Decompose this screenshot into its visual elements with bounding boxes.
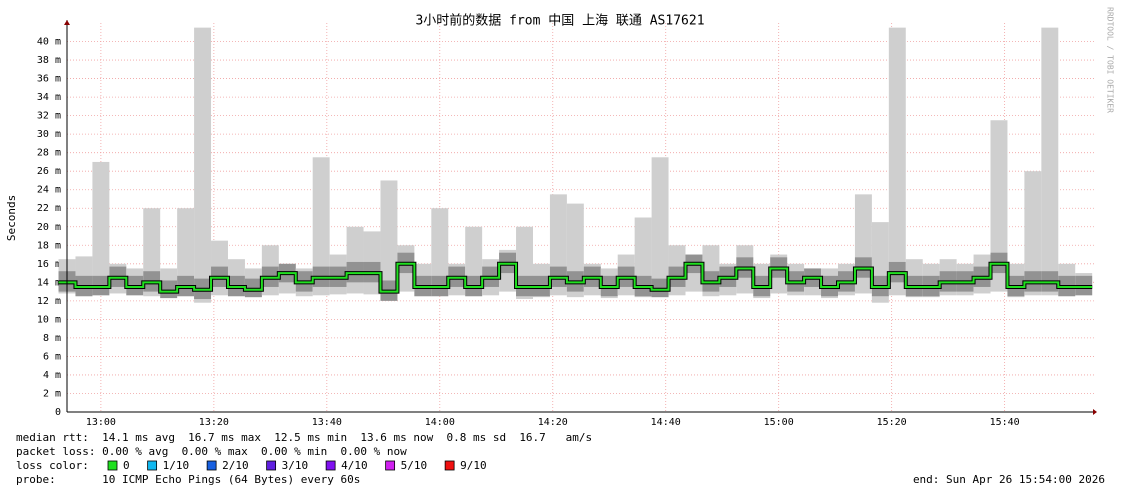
loss-swatch-label: 4/10 [341, 459, 368, 472]
y-tick-label: 10 m [37, 314, 61, 325]
y-tick-label: 0 [55, 407, 61, 418]
y-tick-label: 8 m [43, 333, 61, 344]
y-tick-label: 30 m [37, 129, 61, 140]
x-tick-label: 14:00 [425, 417, 455, 428]
stats-line: packet loss: 0.00 % avg 0.00 % max 0.00 … [16, 445, 407, 458]
median-line [58, 262, 1093, 293]
probe-line: probe: 10 ICMP Echo Pings (64 Bytes) eve… [16, 473, 360, 486]
loss-swatch [266, 460, 277, 471]
x-tick-label: 15:00 [764, 417, 794, 428]
credit: RRDTOOL / TOBI OETIKER [1106, 7, 1115, 113]
y-tick-label: 18 m [37, 240, 61, 251]
loss-swatch [385, 460, 396, 471]
loss-swatch-label: 9/10 [460, 459, 487, 472]
y-tick-label: 6 m [43, 351, 61, 362]
stats-line: median rtt: 14.1 ms avg 16.7 ms max 12.5… [16, 431, 592, 444]
loss-swatch [107, 460, 118, 471]
y-arrow [64, 20, 70, 25]
loss-swatch-label: 2/10 [222, 459, 249, 472]
smoke-range [431, 208, 449, 297]
smoke-range [194, 27, 212, 303]
x-tick-label: 13:40 [312, 417, 342, 428]
loss-swatch-label: 1/10 [163, 459, 190, 472]
x-tick-label: 15:40 [990, 417, 1020, 428]
loss-swatch-label: 3/10 [282, 459, 309, 472]
y-tick-label: 20 m [37, 222, 61, 233]
loss-swatch [325, 460, 336, 471]
smoke-range [1041, 27, 1059, 296]
y-tick-label: 24 m [37, 185, 61, 196]
y-tick-label: 38 m [37, 55, 61, 66]
x-tick-label: 13:00 [86, 417, 116, 428]
y-tick-label: 28 m [37, 148, 61, 159]
chart-title: 3小时前的数据 from 中国 上海 联通 AS17621 [415, 13, 704, 29]
smoke-range [854, 194, 872, 294]
smoke-range [380, 180, 398, 301]
smoke-range [312, 157, 330, 296]
y-tick-label: 4 m [43, 370, 61, 381]
x-arrow [1093, 409, 1097, 415]
y-axis-label: Seconds [5, 195, 18, 241]
x-tick-label: 14:40 [651, 417, 681, 428]
smoke-range [888, 27, 906, 296]
x-tick-label: 15:20 [877, 417, 907, 428]
loss-swatch [206, 460, 217, 471]
y-tick-label: 40 m [37, 37, 61, 48]
y-tick-label: 36 m [37, 74, 61, 85]
loss-swatch-label: 5/10 [401, 459, 428, 472]
y-tick-label: 22 m [37, 203, 61, 214]
smoke-range [990, 120, 1008, 292]
y-tick-label: 12 m [37, 296, 61, 307]
y-tick-label: 2 m [43, 388, 61, 399]
smoke-range [346, 226, 364, 294]
x-tick-label: 14:20 [538, 417, 568, 428]
smoke-range [1024, 171, 1042, 296]
smoke-range [651, 157, 669, 298]
smoke-range [177, 208, 195, 297]
end-time: end: Sun Apr 26 15:54:00 2026 [913, 473, 1105, 486]
loss-swatch [147, 460, 158, 471]
loss-label: loss color: [16, 459, 89, 472]
y-tick-label: 26 m [37, 166, 61, 177]
loss-swatch-label: 0 [123, 459, 130, 472]
y-tick-label: 32 m [37, 111, 61, 122]
loss-swatch [444, 460, 455, 471]
y-tick-label: 34 m [37, 92, 61, 103]
x-tick-label: 13:20 [199, 417, 229, 428]
y-tick-label: 14 m [37, 277, 61, 288]
smoke-range [92, 161, 110, 296]
y-tick-label: 16 m [37, 259, 61, 270]
smoke-core [160, 280, 178, 299]
